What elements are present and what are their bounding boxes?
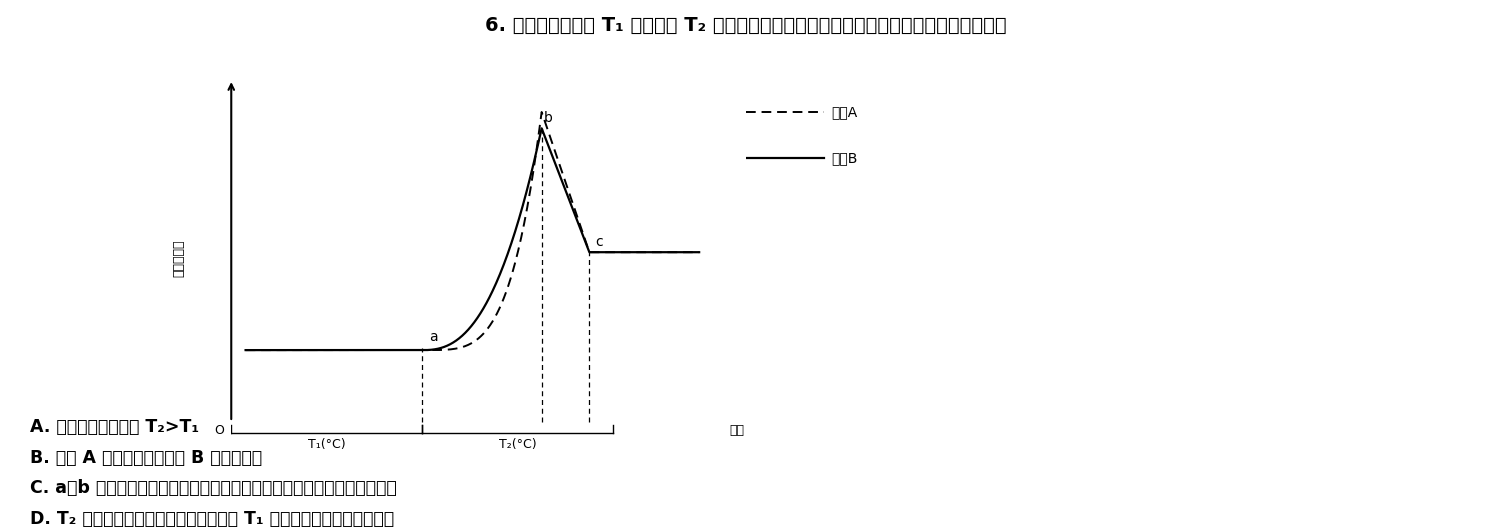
Text: O: O [215,423,224,437]
Text: B. 曲线 A 表示产热量，曲线 B 表示散热量: B. 曲线 A 表示产热量，曲线 B 表示散热量 [30,449,263,467]
Text: 曲线A: 曲线A [831,105,858,119]
Text: T₁(°C): T₁(°C) [307,438,346,451]
Text: D. T₂ 环境中由于产热量和散热量均高于 T₁ 环境，机体表现为体温升高: D. T₂ 环境中由于产热量和散热量均高于 T₁ 环境，机体表现为体温升高 [30,510,394,528]
Text: 热量相对值: 热量相对值 [172,240,185,278]
Text: A. 根据图示信息可知 T₂>T₁: A. 根据图示信息可知 T₂>T₁ [30,418,198,436]
Text: a: a [430,329,439,344]
Text: c: c [595,235,603,249]
Text: T₂(°C): T₂(°C) [498,438,537,451]
Text: C. a～b 过程中机体通过皮肤毛细血管舒张、汗腺分泌增加等方式增加散热: C. a～b 过程中机体通过皮肤毛细血管舒张、汗腺分泌增加等方式增加散热 [30,479,397,497]
Text: 曲线B: 曲线B [831,152,858,165]
Text: 时间: 时间 [730,423,745,437]
Text: b: b [545,111,554,125]
Text: 6. 如图表示机体由 T₁ 环境进人 T₂ 环境的过程中产热量和散热量的变化，下列叙述正确的是: 6. 如图表示机体由 T₁ 环境进人 T₂ 环境的过程中产热量和散热量的变化，下… [485,16,1007,35]
